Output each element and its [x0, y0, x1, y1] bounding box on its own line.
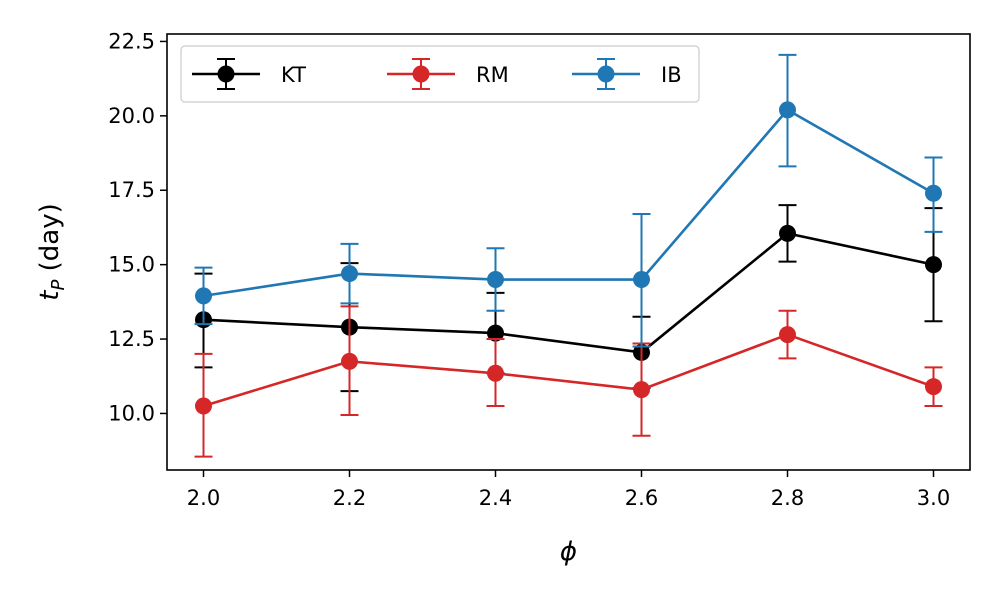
x-axis-label: ϕ	[560, 537, 577, 567]
plot-frame	[166, 33, 971, 471]
y-axis-label-symbol: t	[35, 290, 65, 301]
legend-label-ib: IB	[661, 63, 682, 87]
legend-entry-ib: IB	[572, 58, 682, 90]
legend-marker-ib	[597, 65, 615, 83]
data-point-ib	[779, 101, 796, 119]
data-point-kt	[487, 324, 504, 342]
legend-label-kt: KT	[281, 63, 306, 87]
y-tick-label: 20.0	[108, 104, 155, 128]
legend-entry-kt: KT	[192, 58, 306, 90]
data-point-rm	[195, 397, 212, 415]
legend-label-rm: RM	[476, 63, 509, 87]
data-point-rm	[633, 381, 650, 399]
x-tick-label: 3.0	[917, 486, 950, 510]
x-tick-label: 2.4	[479, 486, 512, 510]
data-point-rm	[779, 326, 796, 344]
y-tick-label: 15.0	[108, 253, 155, 277]
y-tick-label: 10.0	[108, 401, 155, 425]
data-point-rm	[341, 352, 358, 370]
data-point-kt	[925, 256, 942, 274]
series-line-ib	[203, 108, 935, 298]
series-line-rm	[203, 333, 934, 408]
series-ib	[194, 53, 943, 348]
data-point-ib	[341, 265, 358, 283]
y-axis-label: tP (day)	[35, 203, 69, 300]
series-layer	[194, 53, 943, 458]
data-point-rm	[925, 378, 942, 396]
data-point-ib	[195, 287, 212, 305]
legend-marker-kt	[217, 65, 235, 83]
y-tick-label: 22.5	[108, 29, 155, 53]
data-point-ib	[925, 184, 942, 202]
x-tick-label: 2.8	[771, 486, 804, 510]
legend-entry-rm: RM	[387, 58, 509, 90]
data-point-kt	[779, 224, 796, 242]
data-point-ib	[633, 271, 650, 289]
x-tick-label: 2.0	[187, 486, 220, 510]
y-tick-label: 12.5	[108, 327, 155, 351]
series-rm	[194, 305, 943, 458]
legend: KT RM IB	[180, 45, 700, 103]
x-tick-label: 2.2	[333, 486, 366, 510]
data-point-rm	[487, 364, 504, 382]
y-axis-label-unit: (day)	[35, 203, 65, 279]
data-point-ib	[487, 271, 504, 289]
y-tick-label: 17.5	[108, 178, 155, 202]
series-line-kt	[203, 232, 934, 354]
y-axis-label-subscript: P	[48, 280, 69, 291]
legend-marker-rm	[412, 65, 430, 83]
axes-layer: 2.0 2.2 2.4 2.6 2.8 3.0 10.0 12.5 15.0 17.5 20.0 22…	[108, 29, 950, 510]
x-tick-label: 2.6	[625, 486, 658, 510]
